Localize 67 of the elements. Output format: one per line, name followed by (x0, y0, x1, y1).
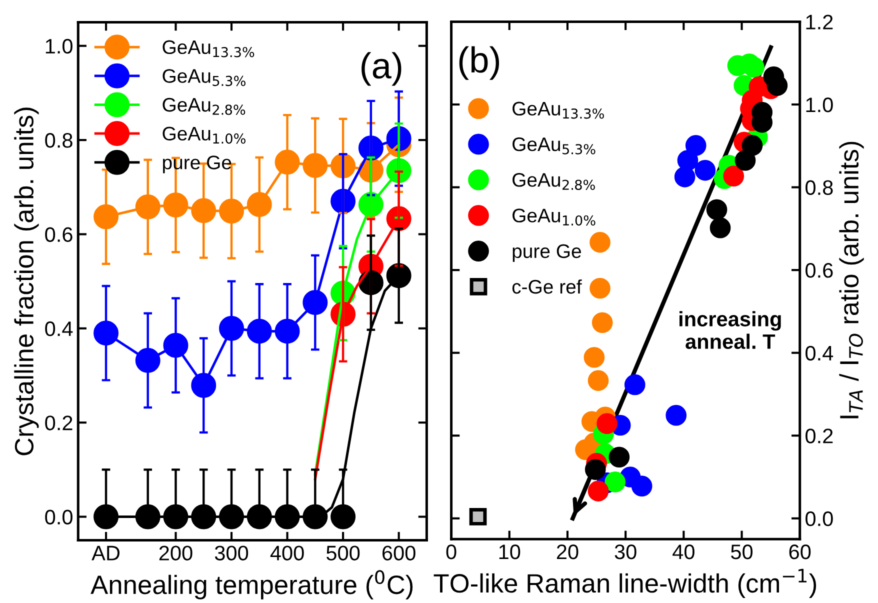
legend-label: GeAu$_{5.3%}$ (162, 69, 246, 86)
point (734, 150, 756, 171)
annotation: (a) (362, 52, 402, 86)
point (584, 346, 605, 368)
point (706, 199, 728, 220)
point (666, 404, 687, 426)
legend-label: GeAu$_{5.3%}$ (512, 137, 596, 154)
x-axis-title: Annealing temperature ($^{0}$C) (90, 570, 413, 600)
y-tick-label: 0.4 (45, 321, 73, 336)
point (694, 160, 716, 181)
x-tick-label: 10 (499, 544, 520, 560)
point (469, 508, 487, 526)
x-tick-label: 300 (214, 546, 248, 560)
y-tick-label: 0.8 (45, 133, 72, 148)
point (674, 166, 696, 188)
y-tick-label: 0.6 (806, 263, 833, 278)
point (723, 166, 744, 187)
y-tick-label: 0.8 (806, 180, 833, 196)
point (596, 413, 618, 434)
point (710, 217, 731, 238)
point (592, 312, 613, 334)
point (608, 446, 630, 468)
x-tick-label: 30 (614, 544, 636, 560)
point (685, 135, 706, 156)
legend-label: GeAu$_{13.3%}$ (512, 102, 604, 119)
y-tick-label: 1.0 (806, 97, 833, 112)
legend-label: GeAu$_{13.3%}$ (162, 40, 254, 58)
legend-label: GeAu$_{2.8%}$ (512, 173, 595, 190)
x-tick-label: 400 (270, 546, 304, 560)
point (590, 232, 610, 253)
legend-label: GeAu$_{1.0%}$ (512, 208, 596, 226)
y-tick-label: 0.0 (45, 510, 72, 524)
y-axis-title: I$_{TA}$ / I$_{TO}$ ratio (arb. units) (839, 142, 864, 418)
y-axis-title: Crystalline fraction (arb. units) (14, 108, 39, 456)
y-tick-label: 0.0 (806, 511, 833, 526)
point (624, 374, 646, 396)
x-tick-label: 0 (446, 544, 456, 560)
y-tick-label: 0.2 (806, 428, 833, 444)
legend-label: c-Ge ref (512, 279, 582, 294)
legend-label: pure Ge (512, 244, 581, 262)
point (584, 459, 606, 480)
y-tick-label: 0.2 (45, 416, 72, 430)
point (590, 278, 610, 299)
y-tick-label: 1.2 (806, 14, 833, 30)
x-tick-label: 40 (672, 544, 694, 560)
y-tick-label: 0.6 (45, 227, 72, 242)
x-tick-label: 600 (382, 546, 416, 560)
legend-label: GeAu$_{2.8%}$ (162, 98, 246, 115)
point (631, 476, 652, 497)
annotation: (b) (459, 46, 500, 80)
y-tick-label: 0.4 (806, 346, 834, 361)
x-tick-label: 50 (731, 544, 753, 560)
x-tick-label: AD (92, 546, 120, 560)
x-axis-title: TO-like Raman line-width (cm$^{−1}$) (434, 568, 816, 598)
point (330, 504, 356, 530)
legend-label: GeAu$_{1.0%}$ (162, 126, 246, 144)
point (588, 370, 609, 391)
annotation: increasing anneal. T (680, 311, 781, 349)
point (588, 480, 609, 502)
y-tick-label: 1.0 (46, 38, 72, 54)
x-tick-label: 500 (326, 546, 360, 560)
x-tick-label: 60 (789, 544, 811, 560)
point (744, 56, 764, 78)
x-tick-label: 20 (556, 544, 578, 560)
x-tick-label: 200 (159, 546, 192, 560)
point (94, 504, 119, 530)
point (604, 472, 626, 492)
